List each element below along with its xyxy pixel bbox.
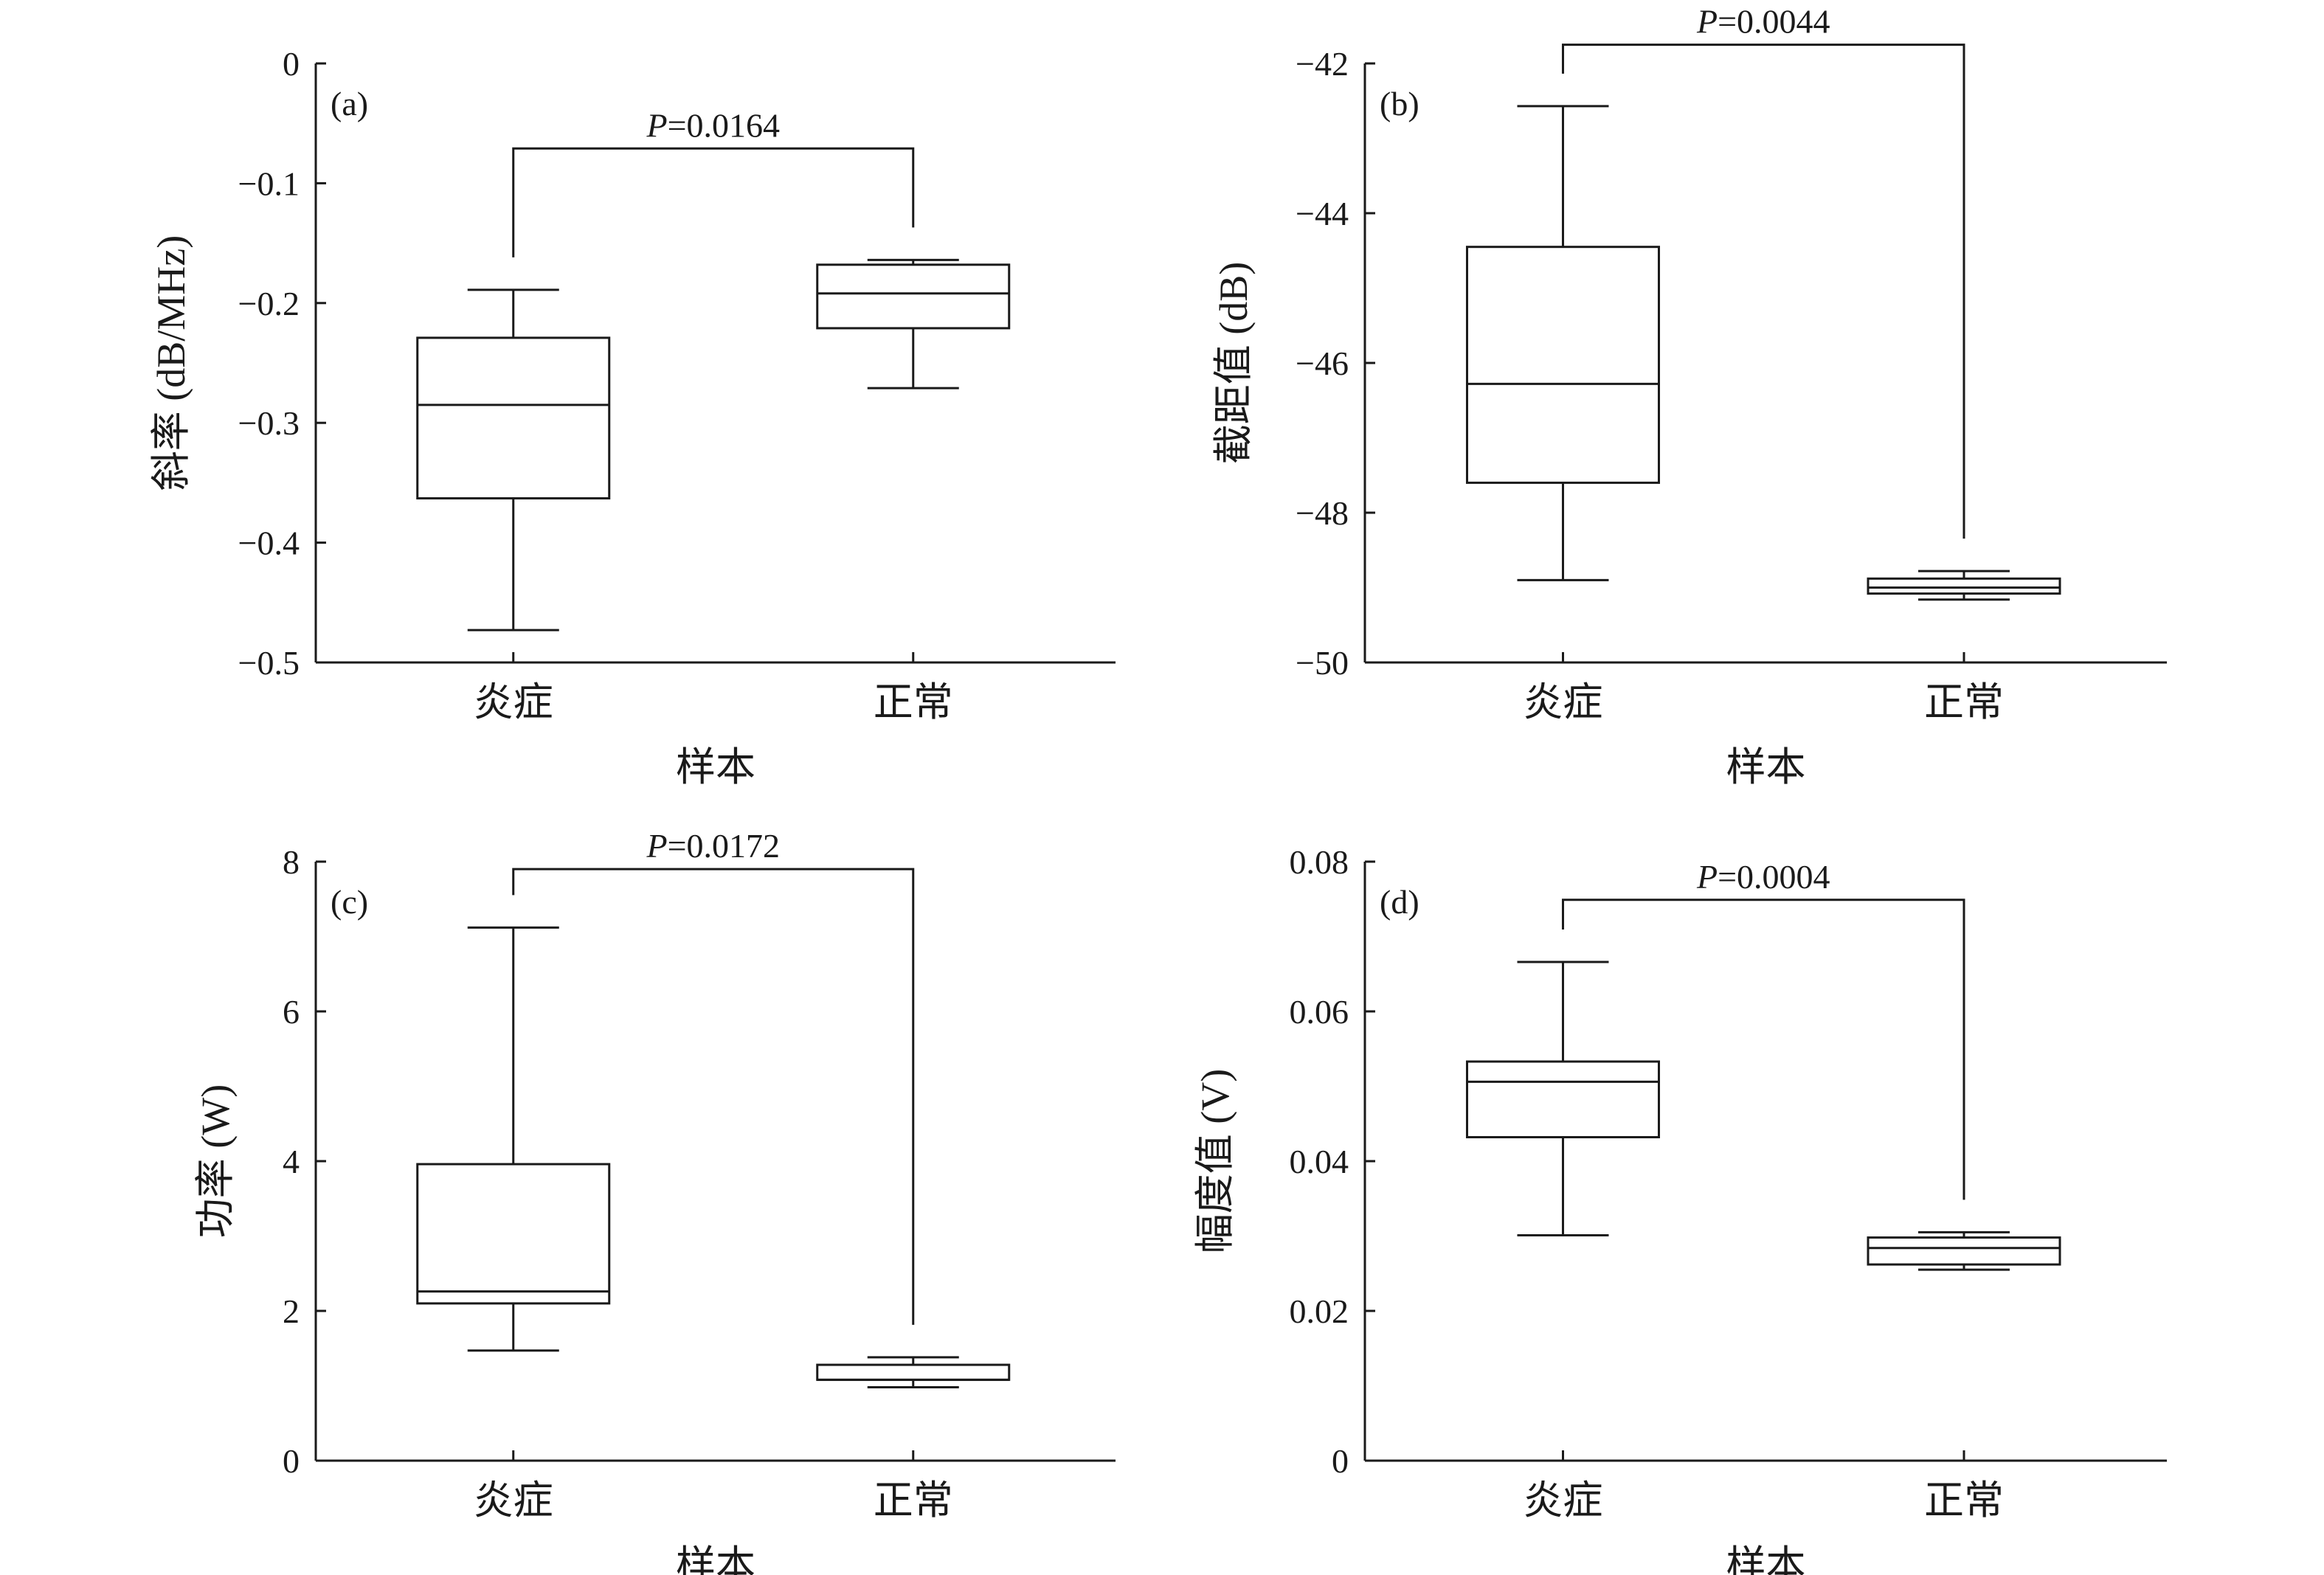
x-tick-label: 炎症 <box>474 680 553 724</box>
box-normal <box>1867 1230 2061 1271</box>
panel-label: (a) <box>331 85 368 122</box>
panel-label: (b) <box>1380 85 1419 122</box>
y-axis-title: 截距值 (dB) <box>1211 262 1256 464</box>
box-normal <box>1867 570 2061 601</box>
iqr-box <box>1465 246 1660 484</box>
y-tick-label: −0.1 <box>238 165 300 202</box>
x-tick-label: 正常 <box>1924 680 2004 724</box>
x-tick-label: 炎症 <box>1523 680 1602 724</box>
p-symbol: P <box>646 106 667 144</box>
x-tick-label: 炎症 <box>1523 1478 1602 1523</box>
box-inflamed <box>1465 960 1660 1236</box>
y-tick-label: 0.08 <box>1290 843 1349 881</box>
x-axis-title: 样本 <box>676 1543 755 1575</box>
iqr-box <box>816 1363 1011 1381</box>
significance-bracket <box>512 868 915 1325</box>
panel-label: (c) <box>331 883 368 921</box>
y-tick-label: 0.02 <box>1290 1292 1349 1330</box>
y-axis-title: 斜率 (dB/MHz) <box>149 235 193 491</box>
y-tick-label: 4 <box>283 1143 300 1180</box>
iqr-box <box>1867 577 2061 595</box>
x-tick-label: 正常 <box>1924 1478 2004 1523</box>
iqr-box <box>416 336 611 500</box>
x-axis-title: 样本 <box>676 745 755 789</box>
p-value: =0.0044 <box>1718 3 1830 41</box>
p-symbol: P <box>1696 3 1718 41</box>
y-tick-label: 0.04 <box>1290 1143 1349 1180</box>
y-tick-label: 8 <box>283 843 300 881</box>
iqr-box <box>1867 1236 2061 1266</box>
y-tick-label: 2 <box>283 1292 300 1330</box>
p-value-label: P=0.0172 <box>646 827 780 865</box>
significance-bracket <box>1561 899 1965 1200</box>
p-value-label: P=0.0044 <box>1696 3 1830 41</box>
p-value: =0.0004 <box>1718 858 1830 896</box>
p-value-label: P=0.0164 <box>646 106 780 144</box>
box-inflamed <box>416 926 611 1352</box>
p-symbol: P <box>1696 858 1718 896</box>
box-normal <box>816 258 1011 390</box>
y-tick-label: −0.2 <box>238 285 300 322</box>
y-axis-title: 幅度值 (V) <box>1193 1069 1237 1253</box>
p-value: =0.0172 <box>668 827 780 865</box>
iqr-box <box>416 1163 611 1305</box>
y-tick-label: 0 <box>283 1442 300 1480</box>
x-tick-label: 正常 <box>874 680 953 724</box>
x-axis-title: 样本 <box>1726 745 1806 789</box>
p-value-label: P=0.0004 <box>1696 858 1830 896</box>
x-tick-label: 炎症 <box>474 1478 553 1523</box>
y-axis-title: 功率 (W) <box>193 1084 238 1238</box>
y-tick-label: −0.3 <box>238 404 300 442</box>
iqr-box <box>1465 1060 1660 1139</box>
y-tick-label: −44 <box>1296 195 1349 232</box>
y-tick-label: −42 <box>1296 45 1349 83</box>
significance-bracket <box>1561 44 1965 539</box>
y-tick-label: 0 <box>283 45 300 83</box>
y-tick-label: 0.06 <box>1290 993 1349 1031</box>
box-inflamed <box>416 288 611 631</box>
y-tick-label: −46 <box>1296 345 1349 382</box>
panel-label: (d) <box>1380 883 1419 921</box>
p-value: =0.0164 <box>668 106 780 144</box>
iqr-box <box>816 263 1011 330</box>
y-tick-label: −0.5 <box>238 644 300 682</box>
box-normal <box>816 1356 1011 1389</box>
box-inflamed <box>1465 105 1660 581</box>
p-symbol: P <box>646 827 667 865</box>
x-tick-label: 正常 <box>874 1478 953 1523</box>
y-tick-label: 0 <box>1332 1442 1349 1480</box>
y-tick-label: −50 <box>1296 644 1349 682</box>
significance-bracket <box>512 147 915 257</box>
y-tick-label: 6 <box>283 993 300 1031</box>
x-axis-title: 样本 <box>1726 1543 1806 1575</box>
y-tick-label: −48 <box>1296 494 1349 532</box>
y-tick-label: −0.4 <box>238 525 300 562</box>
